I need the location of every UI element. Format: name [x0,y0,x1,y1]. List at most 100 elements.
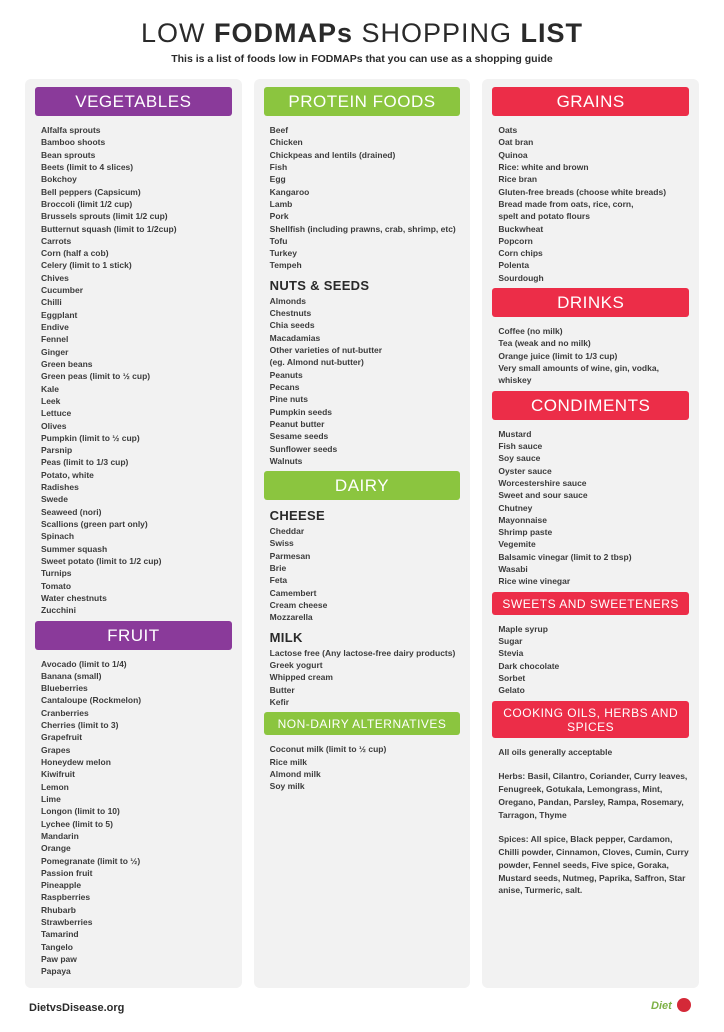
list-item: Almonds [270,295,461,307]
nuts-seeds-list: AlmondsChestnutsChia seedsMacadamiasOthe… [264,295,461,467]
list-item: Sourdough [498,272,689,284]
list-item: Coffee (no milk) [498,325,689,337]
column-2: PROTEIN FOODS BeefChickenChickpeas and l… [254,79,471,988]
list-item: Green beans [41,358,232,370]
list-item: Cheddar [270,525,461,537]
condiments-list: MustardFish sauceSoy sauceOyster sauceWo… [492,428,689,588]
list-item: Strawberries [41,916,232,928]
list-item: Mustard [498,428,689,440]
list-item: Rice milk [270,756,461,768]
list-item: Lamb [270,198,461,210]
list-item: Butter [270,684,461,696]
list-item: Bokchoy [41,173,232,185]
grains-list: OatsOat branQuinoaRice: white and brownR… [492,124,689,284]
list-item: Shellfish (including prawns, crab, shrim… [270,223,461,235]
list-item: Greek yogurt [270,659,461,671]
subheader-nuts-seeds: NUTS & SEEDS [270,278,461,293]
list-item: Camembert [270,587,461,599]
list-item: Green peas (limit to ½ cup) [41,370,232,382]
list-item: Seaweed (nori) [41,506,232,518]
list-item: Peanut butter [270,418,461,430]
list-item: Olives [41,420,232,432]
footer-logo-icon [677,998,691,1012]
list-item: Peanuts [270,369,461,381]
list-item: Brussels sprouts (limit 1/2 cup) [41,210,232,222]
list-item: spelt and potato flours [498,210,689,222]
list-item: Sunflower seeds [270,443,461,455]
vegetables-list: Alfalfa sproutsBamboo shootsBean sprouts… [35,124,232,617]
oils-para-3: Spices: All spice, Black pepper, Cardamo… [492,833,689,897]
sweets-list: Maple syrupSugarSteviaDark chocolateSorb… [492,623,689,697]
list-item: Mandarin [41,830,232,842]
list-item: Lettuce [41,407,232,419]
list-item: Walnuts [270,455,461,467]
list-item: Buckwheat [498,223,689,235]
list-item: Kefir [270,696,461,708]
list-item: Soy sauce [498,452,689,464]
column-3: GRAINS OatsOat branQuinoaRice: white and… [482,79,699,988]
list-item: Summer squash [41,543,232,555]
list-item: Turkey [270,247,461,259]
list-item: Sweet potato (limit to 1/2 cup) [41,555,232,567]
list-item: Celery (limit to 1 stick) [41,259,232,271]
list-item: Tamarind [41,928,232,940]
list-item: Gluten-free breads (choose white breads) [498,186,689,198]
list-item: Pumpkin seeds [270,406,461,418]
list-item: Honeydew melon [41,756,232,768]
footer-logo-text: Diet [651,1000,672,1012]
list-item: Cranberries [41,707,232,719]
footer-logo: Diet [651,996,695,1020]
list-item: Gelato [498,684,689,696]
list-item: Mozzarella [270,611,461,623]
footer-site: DietvsDisease.org [29,1002,124,1014]
oils-para-2: Herbs: Basil, Cilantro, Coriander, Curry… [492,770,689,821]
list-item: Lemon [41,781,232,793]
list-item: Avocado (limit to 1/4) [41,658,232,670]
list-item: Brie [270,562,461,574]
list-item: Radishes [41,481,232,493]
list-item: Ginger [41,346,232,358]
list-item: (eg. Almond nut-butter) [270,356,461,368]
list-item: Broccoli (limit 1/2 cup) [41,198,232,210]
list-item: Chilli [41,296,232,308]
list-item: Feta [270,574,461,586]
list-item: Chives [41,272,232,284]
list-item: Lime [41,793,232,805]
list-item: Alfalfa sprouts [41,124,232,136]
list-item: Potato, white [41,469,232,481]
section-header-protein: PROTEIN FOODS [264,87,461,116]
list-item: Chickpeas and lentils (drained) [270,149,461,161]
list-item: Sugar [498,635,689,647]
fruit-list: Avocado (limit to 1/4)Banana (small)Blue… [35,658,232,978]
list-item: Almond milk [270,768,461,780]
list-item: Orange juice (limit to 1/3 cup) [498,350,689,362]
list-item: Sorbet [498,672,689,684]
nondairy-list: Coconut milk (limit to ½ cup)Rice milkAl… [264,743,461,792]
list-item: Rice wine vinegar [498,575,689,587]
list-item: Polenta [498,259,689,271]
list-item: Corn chips [498,247,689,259]
list-item: Macadamias [270,332,461,344]
list-item: Cucumber [41,284,232,296]
list-item: Bamboo shoots [41,136,232,148]
list-item: Cherries (limit to 3) [41,719,232,731]
list-item: Rhubarb [41,904,232,916]
list-item: Water chestnuts [41,592,232,604]
section-header-vegetables: VEGETABLES [35,87,232,116]
list-item: Paw paw [41,953,232,965]
column-1: VEGETABLES Alfalfa sproutsBamboo shootsB… [25,79,242,988]
list-item: whiskey [498,374,689,386]
list-item: Kiwifruit [41,768,232,780]
list-item: Turnips [41,567,232,579]
list-item: Bean sprouts [41,149,232,161]
list-item: Fennel [41,333,232,345]
list-item: Chutney [498,502,689,514]
columns-container: VEGETABLES Alfalfa sproutsBamboo shootsB… [25,79,699,988]
list-item: Orange [41,842,232,854]
list-item: Corn (half a cob) [41,247,232,259]
list-item: Cream cheese [270,599,461,611]
list-item: Pineapple [41,879,232,891]
list-item: Leek [41,395,232,407]
cheese-list: CheddarSwissParmesanBrieFetaCamembertCre… [264,525,461,624]
list-item: Oats [498,124,689,136]
